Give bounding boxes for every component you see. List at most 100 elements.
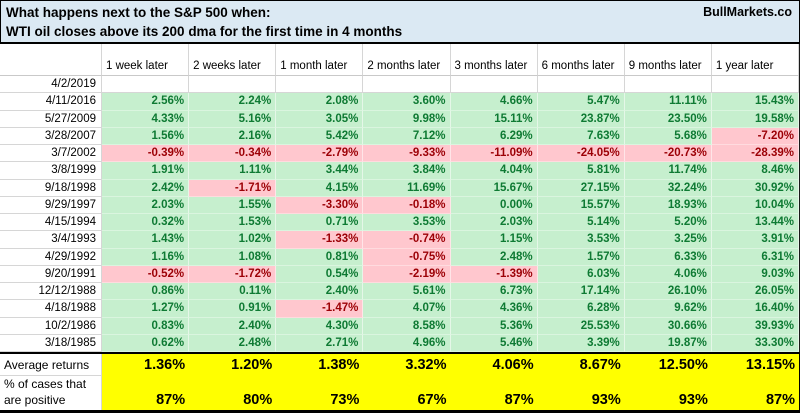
value-cell[interactable]: 0.91% [189,300,277,318]
value-cell[interactable]: -3.30% [276,196,364,214]
value-cell[interactable]: 5.47% [537,93,625,111]
pct-positive-cell[interactable]: 87% [504,392,534,408]
value-cell[interactable]: 6.29% [450,127,538,145]
value-cell[interactable]: 0.32% [102,214,190,232]
row-date-cell[interactable]: 3/28/2007 [0,127,102,145]
value-cell[interactable]: 3.44% [276,162,364,180]
value-cell[interactable]: 13.44% [711,214,799,232]
column-header[interactable]: 1 year later [711,44,799,76]
value-cell[interactable]: 1.08% [189,248,277,266]
value-cell[interactable]: 15.57% [537,196,625,214]
value-cell[interactable]: 32.24% [624,179,712,197]
value-cell[interactable]: 26.05% [711,283,799,301]
value-cell[interactable]: 2.24% [189,93,277,111]
value-cell[interactable]: -7.20% [711,127,799,145]
row-date-cell[interactable]: 4/11/2016 [0,93,102,111]
value-cell[interactable] [450,76,538,94]
row-date-cell[interactable]: 4/15/1994 [0,214,102,232]
value-cell[interactable]: 1.43% [102,231,190,249]
value-cell[interactable]: -24.05% [537,145,625,163]
value-cell[interactable]: 23.50% [624,110,712,128]
value-cell[interactable]: 4.33% [102,110,190,128]
value-cell[interactable]: 10.04% [711,196,799,214]
value-cell[interactable]: 1.91% [102,162,190,180]
value-cell[interactable]: 9.03% [711,265,799,283]
value-cell[interactable]: 16.40% [711,300,799,318]
column-header[interactable]: 1 month later [276,44,364,76]
value-cell[interactable]: 3.39% [537,334,625,352]
value-cell[interactable]: 1.02% [189,231,277,249]
pct-positive-cell[interactable]: 87% [156,392,186,408]
average-return-cell[interactable]: 3.32% [405,357,447,373]
value-cell[interactable]: 1.15% [450,231,538,249]
value-cell[interactable]: -0.74% [363,231,451,249]
value-cell[interactable]: 6.73% [450,283,538,301]
value-cell[interactable]: 3.53% [537,231,625,249]
value-cell[interactable]: 8.46% [711,162,799,180]
value-cell[interactable]: -11.09% [450,145,538,163]
column-header[interactable]: 2 months later [363,44,451,76]
row-date-cell[interactable]: 10/2/1986 [0,317,102,335]
value-cell[interactable]: 3.84% [363,162,451,180]
value-cell[interactable]: -2.79% [276,145,364,163]
value-cell[interactable]: -20.73% [624,145,712,163]
value-cell[interactable]: 15.11% [450,110,538,128]
value-cell[interactable]: 25.53% [537,317,625,335]
value-cell[interactable]: -1.72% [189,265,277,283]
value-cell[interactable] [624,76,712,94]
value-cell[interactable]: 9.62% [624,300,712,318]
value-cell[interactable]: 2.03% [102,196,190,214]
value-cell[interactable]: -0.52% [102,265,190,283]
value-cell[interactable]: 23.87% [537,110,625,128]
row-date-cell[interactable]: 3/18/1985 [0,334,102,352]
value-cell[interactable]: -0.18% [363,196,451,214]
row-date-cell[interactable]: 4/29/1992 [0,248,102,266]
pct-positive-cell[interactable]: 80% [243,392,273,408]
value-cell[interactable]: 15.67% [450,179,538,197]
value-cell[interactable]: 2.56% [102,93,190,111]
value-cell[interactable]: 3.60% [363,93,451,111]
value-cell[interactable]: 4.06% [624,265,712,283]
value-cell[interactable] [276,76,364,94]
pct-positive-cell[interactable]: 93% [678,392,708,408]
row-date-cell[interactable]: 9/29/1997 [0,196,102,214]
value-cell[interactable]: 1.53% [189,214,277,232]
value-cell[interactable]: 6.31% [711,248,799,266]
value-cell[interactable]: 11.74% [624,162,712,180]
value-cell[interactable]: 7.12% [363,127,451,145]
value-cell[interactable]: 2.40% [189,317,277,335]
row-date-cell[interactable]: 4/18/1988 [0,300,102,318]
value-cell[interactable]: -1.47% [276,300,364,318]
value-cell[interactable]: 33.30% [711,334,799,352]
value-cell[interactable]: -28.39% [711,145,799,163]
column-header[interactable]: 6 months later [537,44,625,76]
row-date-cell[interactable]: 3/4/1993 [0,231,102,249]
value-cell[interactable]: 1.57% [537,248,625,266]
value-cell[interactable] [537,76,625,94]
value-cell[interactable]: 0.81% [276,248,364,266]
value-cell[interactable]: 5.81% [537,162,625,180]
row-date-cell[interactable]: 9/20/1991 [0,265,102,283]
value-cell[interactable]: 6.03% [537,265,625,283]
corner-cell[interactable] [0,44,102,76]
value-cell[interactable]: 7.63% [537,127,625,145]
average-return-cell[interactable]: 1.20% [231,357,273,373]
value-cell[interactable]: -9.33% [363,145,451,163]
pct-positive-cell[interactable]: 67% [417,392,447,408]
value-cell[interactable]: 0.00% [450,196,538,214]
value-cell[interactable]: 0.86% [102,283,190,301]
value-cell[interactable]: 8.58% [363,317,451,335]
value-cell[interactable]: 2.42% [102,179,190,197]
average-return-cell[interactable]: 8.67% [579,357,621,373]
value-cell[interactable]: 4.04% [450,162,538,180]
value-cell[interactable]: 39.93% [711,317,799,335]
value-cell[interactable]: 5.46% [450,334,538,352]
column-header[interactable]: 1 week later [102,44,190,76]
row-date-cell[interactable]: 5/27/2009 [0,110,102,128]
value-cell[interactable]: -2.19% [363,265,451,283]
value-cell[interactable]: 11.69% [363,179,451,197]
value-cell[interactable]: 2.16% [189,127,277,145]
value-cell[interactable]: 4.07% [363,300,451,318]
value-cell[interactable] [711,76,799,94]
value-cell[interactable]: 18.93% [624,196,712,214]
